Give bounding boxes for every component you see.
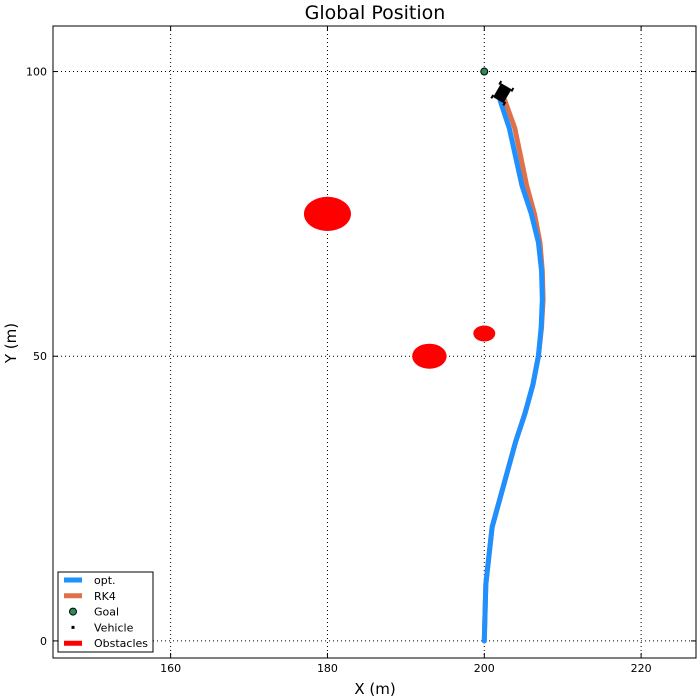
legend: opt. RK4 Goal Vehicle Obstacles xyxy=(57,571,154,653)
plot-area: 160 180 200 220 0 50 100 xyxy=(26,25,697,675)
y-tick-label: 0 xyxy=(40,635,47,648)
y-axis-label: Y (m) xyxy=(2,323,20,364)
vehicle-wheel xyxy=(490,94,495,99)
legend-swatch-goal xyxy=(69,607,77,616)
series-line-opt xyxy=(481,97,545,644)
x-tick-label: 180 xyxy=(317,662,338,675)
x-tick-label: 160 xyxy=(160,662,181,675)
legend-label-obstacles: Obstacles xyxy=(94,637,148,650)
obstacle-marker xyxy=(303,196,351,231)
obstacle-marker xyxy=(412,343,447,369)
x-tick-label: 200 xyxy=(474,662,495,675)
legend-label-goal: Goal xyxy=(94,606,119,619)
obstacle-marker xyxy=(473,325,496,342)
legend-label-rk4: RK4 xyxy=(94,590,116,603)
x-axis-label: X (m) xyxy=(354,680,395,698)
vehicle-wheel xyxy=(510,87,515,92)
vehicle-wheel xyxy=(502,101,507,106)
plot-background xyxy=(53,26,696,658)
y-tick-label: 100 xyxy=(26,66,47,79)
vehicle-marker xyxy=(490,80,515,106)
x-tick-label: 220 xyxy=(631,662,652,675)
chart-title: Global Position xyxy=(305,2,446,24)
vehicle-body xyxy=(493,83,512,104)
legend-swatch-vehicle xyxy=(71,625,75,629)
legend-label-vehicle: Vehicle xyxy=(94,621,134,634)
vehicle-wheel xyxy=(498,80,503,85)
y-tick-label: 50 xyxy=(33,350,47,363)
legend-label-opt: opt. xyxy=(94,574,116,587)
goal-marker xyxy=(480,67,489,76)
plot-frame xyxy=(52,25,697,659)
